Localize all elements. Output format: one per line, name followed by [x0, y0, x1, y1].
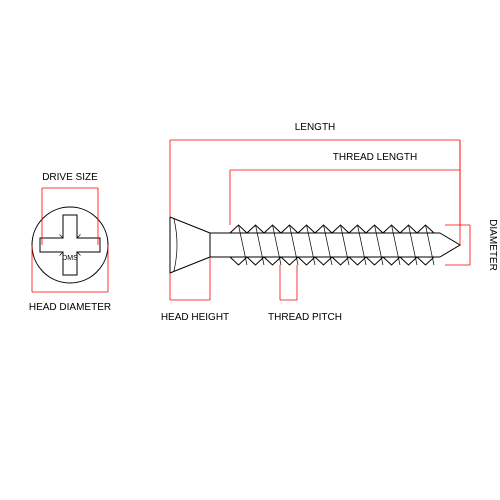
label-thread-pitch: THREAD PITCH [268, 312, 342, 323]
label-head-height: HEAD HEIGHT [161, 312, 229, 323]
screw-diagram: DRIVE SIZE DMS HEAD DIAMETER LENGTH THREAD L… [0, 0, 500, 500]
label-drive-size: DRIVE SIZE [42, 172, 98, 183]
label-head-diameter: HEAD DIAMETER [29, 302, 111, 313]
label-diameter: DIAMETER [487, 219, 498, 271]
label-dms: DMS [62, 255, 78, 262]
label-thread-length: THREAD LENGTH [333, 152, 417, 163]
label-length: LENGTH [295, 122, 336, 133]
